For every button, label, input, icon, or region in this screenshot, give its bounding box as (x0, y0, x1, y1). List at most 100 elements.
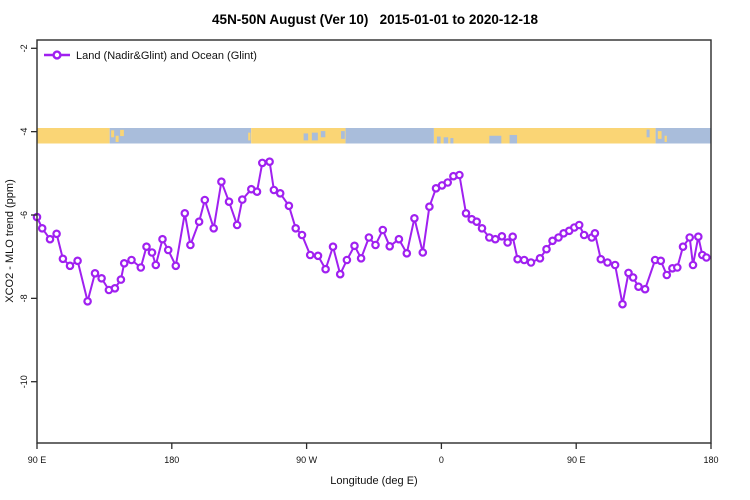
data-point (554, 233, 563, 242)
x-tick-label: 0 (439, 455, 444, 465)
data-point (425, 202, 434, 212)
data-point (186, 240, 195, 250)
data-point (574, 220, 584, 230)
data-point (443, 178, 453, 187)
series-line (36, 160, 708, 306)
band-speckle-ocean (320, 131, 326, 138)
chart-title: 45N-50N August (Ver 10) 2015-01-01 to 20… (212, 12, 538, 27)
data-point (37, 224, 47, 233)
band-segment-ocean (655, 128, 711, 144)
data-point (688, 260, 698, 270)
y-tick-label: -2 (19, 44, 29, 52)
band-speckle-ocean (443, 137, 449, 144)
data-point (385, 242, 395, 251)
data-point (618, 299, 627, 309)
data-point (83, 296, 92, 306)
data-point (252, 187, 262, 197)
data-point (508, 232, 518, 242)
data-point (490, 234, 500, 244)
data-point (610, 260, 620, 270)
x-tick-label: 180 (164, 455, 179, 465)
data-point (284, 201, 294, 211)
y-tick-label: -10 (19, 375, 29, 388)
axes: 90 E 180 90 W 0 90 E 180 -2 -4 -6 -8 -10 (19, 44, 719, 465)
y-tick-label: -6 (19, 211, 29, 219)
data-point (513, 254, 522, 264)
data-point (119, 258, 129, 268)
data-point (603, 258, 612, 267)
data-point (685, 233, 695, 242)
data-point (224, 197, 234, 207)
data-point (548, 236, 557, 246)
data-point (171, 261, 181, 271)
data-point (238, 195, 247, 204)
data-point (472, 217, 482, 227)
band-speckle-land (657, 131, 662, 139)
x-tick-label: 90 W (296, 455, 318, 465)
band-speckle-ocean (436, 136, 441, 144)
data-point (678, 242, 688, 252)
data-point (335, 269, 345, 279)
band-speckle-land (111, 130, 115, 138)
x-axis-title: Longitude (deg E) (330, 475, 417, 487)
data-point (194, 217, 204, 227)
plot-border (36, 39, 712, 444)
data-point (297, 230, 307, 240)
data-point (579, 230, 589, 240)
data-point (58, 254, 68, 264)
data-point (305, 250, 315, 260)
data-point (151, 260, 161, 270)
data-point (394, 234, 404, 244)
data-point (410, 214, 419, 223)
band-speckle-ocean (509, 134, 518, 144)
y-tick-label: -4 (19, 128, 29, 136)
data-point (356, 253, 366, 263)
data-point (200, 195, 210, 205)
data-point (116, 275, 126, 284)
data-point (350, 241, 359, 251)
band-segment-ocean (345, 128, 434, 144)
data-point (180, 209, 190, 218)
data-point (526, 258, 536, 267)
band-segment-land (37, 128, 110, 144)
data-point (628, 273, 638, 282)
band-segment-ocean (109, 128, 252, 144)
data-point (291, 224, 301, 233)
legend-label: Land (Nadir&Glint) and Ocean (Glint) (76, 50, 257, 62)
band-segment-land (251, 128, 346, 144)
band-speckle-ocean (311, 132, 318, 141)
data-point (73, 256, 82, 266)
data-point (313, 251, 323, 261)
data-point (672, 263, 682, 272)
band-speckle-land (664, 135, 667, 142)
data-point (693, 232, 703, 242)
data-point (342, 255, 352, 265)
data-point (275, 189, 285, 198)
data-point (640, 284, 650, 294)
data-point (656, 256, 666, 266)
data-point (455, 170, 464, 180)
x-tick-label: 90 E (28, 455, 47, 465)
data-point (127, 255, 136, 265)
data-point (97, 273, 106, 283)
data-point (590, 229, 600, 238)
data-point (402, 249, 412, 258)
data-point (477, 224, 487, 233)
data-point (702, 253, 711, 262)
legend: Land (Nadir&Glint) and Ocean (Glint) (44, 50, 257, 62)
data-point (461, 209, 471, 218)
data-point (142, 242, 151, 252)
band-speckle-land (248, 132, 251, 141)
data-point (321, 264, 330, 274)
data-point (371, 240, 380, 250)
data-series (32, 157, 711, 309)
data-point (110, 283, 120, 293)
legend-marker-icon (52, 50, 62, 60)
data-point (52, 229, 61, 239)
x-tick-label: 90 E (567, 455, 586, 465)
data-point (364, 233, 374, 242)
data-point (147, 248, 157, 257)
band-speckle-land (115, 135, 119, 142)
